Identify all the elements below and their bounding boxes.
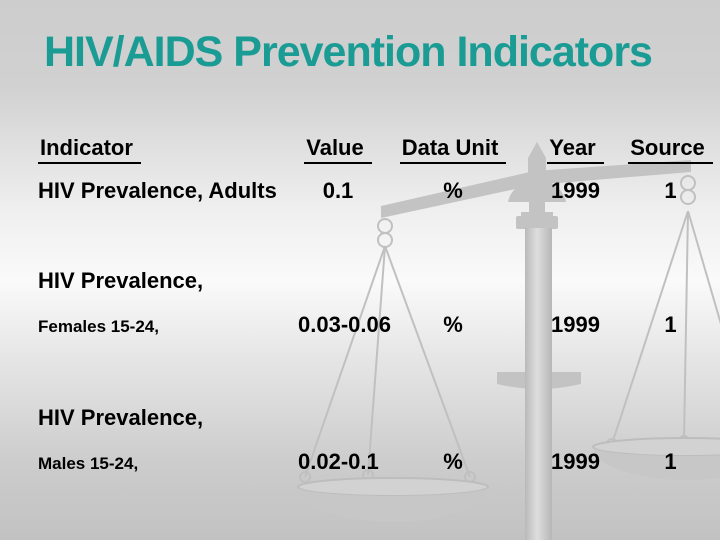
row-indicator: HIV Prevalence, bbox=[38, 405, 204, 430]
row-data-unit: % bbox=[443, 449, 463, 474]
table-header-row: Indicator Value Data Unit Year Source bbox=[38, 135, 718, 165]
slide-title: HIV/AIDS Prevention Indicators bbox=[44, 28, 653, 76]
row-source: 1 bbox=[664, 449, 677, 474]
header-indicator: Indicator bbox=[38, 135, 298, 165]
table-row: HIV Prevalence, bbox=[38, 405, 718, 430]
row-data-unit: % bbox=[443, 178, 463, 203]
row-indicator: HIV Prevalence, Adults bbox=[38, 178, 277, 203]
table-row: Females 15-24, 0.03-0.06 % 1999 1 bbox=[38, 312, 718, 337]
row-source: 1 bbox=[664, 312, 677, 337]
header-value: Value bbox=[298, 135, 378, 165]
row-value: 0.03-0.06 bbox=[298, 312, 391, 337]
row-value: 0.02-0.1 bbox=[298, 449, 379, 474]
row-sub-indicator: Males 15-24, bbox=[38, 454, 139, 473]
row-value: 0.1 bbox=[322, 178, 354, 203]
row-data-unit: % bbox=[443, 312, 463, 337]
row-indicator: HIV Prevalence, bbox=[38, 268, 204, 293]
row-year: 1999 bbox=[551, 449, 600, 474]
row-source: 1 bbox=[664, 178, 677, 203]
table-row: HIV Prevalence, bbox=[38, 268, 718, 293]
row-year: 1999 bbox=[551, 312, 600, 337]
row-year: 1999 bbox=[551, 178, 600, 203]
header-year: Year bbox=[528, 135, 623, 165]
row-sub-indicator: Females 15-24, bbox=[38, 317, 159, 336]
header-data-unit: Data Unit bbox=[378, 135, 528, 165]
table-row: Males 15-24, 0.02-0.1 % 1999 1 bbox=[38, 449, 718, 474]
table-row: HIV Prevalence, Adults 0.1 % 1999 1 bbox=[38, 178, 718, 203]
header-source: Source bbox=[623, 135, 718, 165]
